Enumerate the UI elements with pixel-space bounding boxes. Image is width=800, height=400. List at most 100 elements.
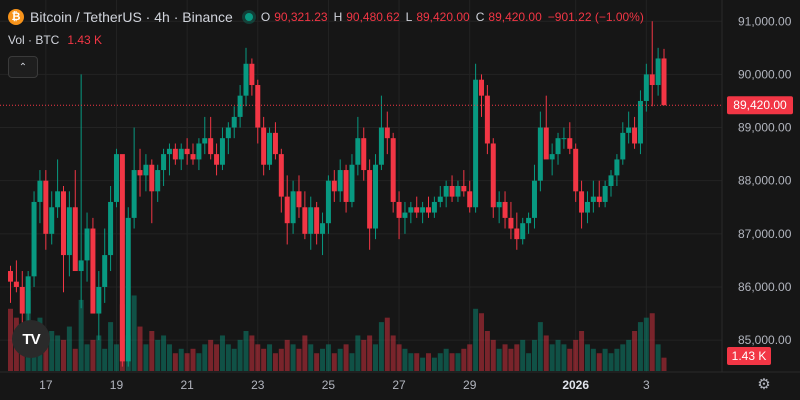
volume-bar: [508, 348, 514, 371]
candle-body: [131, 170, 137, 218]
candle-body: [272, 132, 278, 155]
volume-bar: [502, 344, 508, 371]
candle-body: [508, 217, 514, 229]
volume-bar: [426, 353, 432, 371]
chart-legend: ₿ Bitcoin / TetherUS · 4h · Binance O 90,…: [8, 8, 646, 26]
candle-body: [602, 186, 608, 202]
candle-body: [78, 260, 84, 272]
candle-body: [467, 191, 473, 208]
volume-bar: [284, 339, 290, 371]
volume-bar: [402, 348, 408, 371]
volume-bar: [161, 335, 167, 371]
volume-bar: [567, 348, 573, 371]
volume-bar: [243, 331, 249, 371]
x-tick-label: 29: [463, 378, 477, 392]
candle-body: [661, 58, 667, 106]
volume-bar: [290, 344, 296, 371]
volume-bar: [231, 348, 237, 371]
volume-bar: [590, 348, 596, 371]
candle-body: [543, 127, 549, 160]
volume-bar: [66, 326, 72, 371]
volume-bar: [102, 348, 108, 371]
candle-body: [426, 207, 432, 213]
volume-bar: [637, 322, 643, 371]
volume-bar: [461, 348, 467, 371]
volume-bar: [543, 335, 549, 371]
candle-body: [626, 127, 632, 133]
volume-bar: [632, 331, 638, 371]
volume-bar: [561, 344, 567, 371]
low-label: L: [405, 10, 413, 24]
y-tick-label: 90,000.00: [738, 67, 792, 81]
y-tick-label: 88,000.00: [738, 174, 792, 188]
candle-body: [396, 201, 402, 218]
volume-bar: [149, 331, 155, 371]
tradingview-logo[interactable]: TV: [12, 320, 50, 358]
candle-body: [579, 191, 585, 213]
last-price-label: 89,420.00: [733, 98, 787, 112]
candle-body: [449, 186, 455, 197]
volume-bar: [267, 344, 273, 371]
volume-bar: [608, 353, 614, 371]
high-label: H: [333, 10, 343, 24]
candle-body: [549, 154, 555, 160]
volume-bar: [484, 331, 490, 371]
volume-bar: [573, 339, 579, 371]
candle-body: [408, 207, 414, 213]
candle-body: [531, 180, 537, 218]
candle-body: [55, 191, 61, 208]
volume-bar: [526, 353, 532, 371]
volume-bar: [84, 344, 90, 371]
candle-body: [296, 191, 302, 208]
candle-body: [172, 148, 178, 160]
candle-body: [108, 201, 114, 256]
volume-bar: [373, 344, 379, 371]
volume-bar: [249, 335, 255, 371]
volume-bar: [602, 348, 608, 371]
ohlc-values: O 90,321.23 H 90,480.62 L 89,420.00 C 89,420…: [261, 10, 646, 24]
candle-body: [314, 207, 320, 234]
volume-bar: [190, 348, 196, 371]
volume-bar: [237, 339, 243, 371]
volume-bar: [219, 335, 225, 371]
candle-body: [290, 191, 296, 224]
candle-body: [649, 74, 655, 86]
volume-bar: [537, 322, 543, 371]
candle-body: [231, 116, 237, 128]
volume-bar: [49, 331, 55, 371]
candle-body: [302, 207, 308, 234]
y-tick-label: 89,000.00: [738, 121, 792, 135]
volume-bar: [478, 313, 484, 371]
volume-bar: [361, 339, 367, 371]
volume-value: 1.43 K: [67, 33, 103, 47]
candle-body: [461, 186, 467, 192]
candle-body: [420, 207, 426, 213]
volume-bar: [431, 357, 437, 371]
x-tick-label: 3: [643, 378, 650, 392]
gear-icon[interactable]: ⚙: [757, 376, 771, 393]
candle-body: [620, 132, 626, 160]
candle-body: [190, 154, 196, 160]
candle-body: [378, 127, 384, 165]
volume-bar: [396, 344, 402, 371]
volume-bar: [202, 344, 208, 371]
symbol-title[interactable]: Bitcoin / TetherUS · 4h · Binance: [30, 9, 233, 25]
volume-bar: [414, 353, 420, 371]
candle-body: [502, 201, 508, 218]
candle-body: [243, 63, 249, 96]
x-tick-label: 25: [322, 378, 336, 392]
volume-bar: [343, 344, 349, 371]
candle-body: [13, 281, 19, 287]
candle-body: [208, 138, 214, 155]
candle-body: [72, 207, 78, 272]
candle-body: [584, 201, 590, 213]
volume-bar: [261, 348, 267, 371]
candle-body: [137, 170, 143, 176]
volume-bar: [531, 339, 537, 371]
collapse-legend-button[interactable]: ⌃: [8, 56, 38, 78]
volume-legend: Vol · BTC 1.43 K: [8, 33, 102, 47]
volume-bar: [90, 339, 96, 371]
candle-body: [355, 138, 361, 165]
volume-bar: [320, 348, 326, 371]
